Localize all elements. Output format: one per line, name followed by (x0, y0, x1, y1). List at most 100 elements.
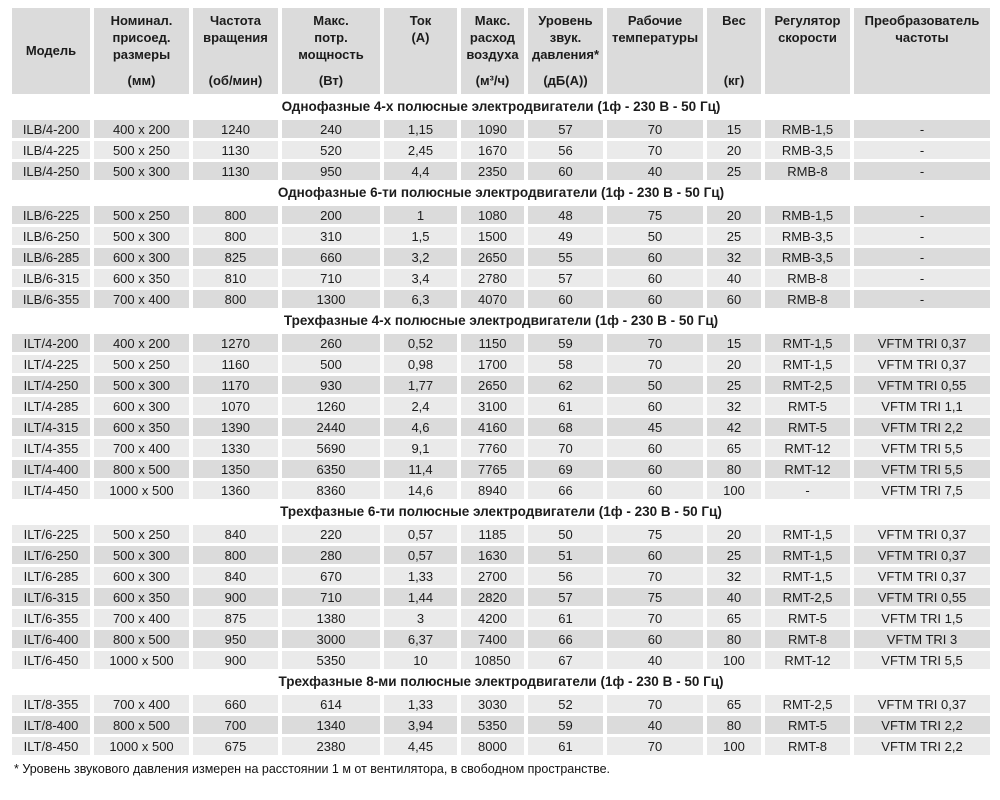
column-header-line: Частота (209, 13, 261, 28)
data-cell: 66 (528, 630, 603, 648)
data-cell: 800 x 500 (94, 460, 189, 478)
data-cell: 60 (707, 290, 761, 308)
data-cell: 220 (282, 525, 380, 543)
model-cell: ILT/6-450 (12, 651, 90, 669)
column-header-label: Частота вращения (203, 13, 268, 47)
data-cell: 1000 x 500 (94, 651, 189, 669)
data-cell: 60 (607, 439, 703, 457)
data-cell: 2650 (461, 248, 524, 266)
data-cell: 50 (607, 227, 703, 245)
model-cell: ILT/6-355 (12, 609, 90, 627)
data-cell: 70 (607, 334, 703, 352)
page: Модель Номинал. присоед. размеры (мм) Частота… (12, 8, 990, 776)
data-cell: 500 x 250 (94, 141, 189, 159)
model-cell: ILT/4-315 (12, 418, 90, 436)
column-header-line: Уровень (538, 13, 593, 28)
data-cell: 825 (193, 248, 278, 266)
data-cell: 40 (607, 651, 703, 669)
data-cell: 1090 (461, 120, 524, 138)
data-cell: 600 x 300 (94, 567, 189, 585)
data-cell: 4200 (461, 609, 524, 627)
data-cell: 600 x 350 (94, 588, 189, 606)
data-cell: 42 (707, 418, 761, 436)
column-header-label: Номинал. присоед. размеры (111, 13, 173, 64)
data-cell: 49 (528, 227, 603, 245)
data-cell: 2,4 (384, 397, 457, 415)
data-cell: 55 (528, 248, 603, 266)
data-cell: 800 (193, 290, 278, 308)
data-cell: 57 (528, 120, 603, 138)
data-cell: 6350 (282, 460, 380, 478)
data-cell: VFTM TRI 0,37 (854, 695, 990, 713)
data-cell: 0,57 (384, 546, 457, 564)
model-cell: ILB/6-285 (12, 248, 90, 266)
data-cell: 400 x 200 (94, 120, 189, 138)
column-header-label: Уровень звук. давления* (532, 13, 599, 64)
data-cell: 600 x 300 (94, 248, 189, 266)
data-cell: 675 (193, 737, 278, 755)
data-cell: 700 x 400 (94, 439, 189, 457)
footnote: * Уровень звукового давления измерен на … (14, 762, 611, 776)
column-header-unit: (мм) (127, 73, 156, 89)
column-header-unit: (м³/ч) (475, 73, 510, 89)
data-cell: 66 (528, 481, 603, 499)
data-cell: 48 (528, 206, 603, 224)
column-header-line: (А) (411, 29, 430, 45)
data-cell: 2700 (461, 567, 524, 585)
column-header-unit: (Вт) (318, 73, 344, 89)
data-cell: 75 (607, 588, 703, 606)
data-cell: 51 (528, 546, 603, 564)
data-cell: VFTM TRI 0,37 (854, 355, 990, 373)
data-cell: 1160 (193, 355, 278, 373)
data-cell: 2350 (461, 162, 524, 180)
data-cell: 1080 (461, 206, 524, 224)
data-cell: 800 (193, 546, 278, 564)
data-cell: 840 (193, 567, 278, 585)
data-cell: 400 x 200 (94, 334, 189, 352)
data-cell: 70 (607, 737, 703, 755)
data-cell: 70 (607, 141, 703, 159)
column-header-line: давления* (531, 46, 600, 62)
model-cell: ILT/8-355 (12, 695, 90, 713)
data-cell: 2380 (282, 737, 380, 755)
data-cell: VFTM TRI 3 (854, 630, 990, 648)
data-cell: 500 x 250 (94, 525, 189, 543)
data-cell: 500 x 300 (94, 162, 189, 180)
data-cell: 60 (607, 290, 703, 308)
column-header-unit: (кг) (723, 73, 745, 89)
column-header-label: Макс. потр. мощность (298, 13, 364, 64)
data-cell: 1300 (282, 290, 380, 308)
data-cell: 61 (528, 609, 603, 627)
column-header-2: Частота вращения (об/мин) (193, 8, 278, 94)
data-cell: RMT-2,5 (765, 376, 850, 394)
data-cell: 670 (282, 567, 380, 585)
data-cell: VFTM TRI 0,37 (854, 546, 990, 564)
data-cell: 1,33 (384, 695, 457, 713)
data-cell: 3030 (461, 695, 524, 713)
data-cell: 57 (528, 588, 603, 606)
model-cell: ILT/4-355 (12, 439, 90, 457)
data-cell: 240 (282, 120, 380, 138)
data-cell: 5690 (282, 439, 380, 457)
data-cell: 100 (707, 651, 761, 669)
data-cell: 3,94 (384, 716, 457, 734)
column-header-line: вращения (203, 29, 268, 45)
column-header-8: Вес (кг) (707, 8, 761, 94)
data-cell: 1000 x 500 (94, 737, 189, 755)
data-cell: 600 x 300 (94, 397, 189, 415)
model-cell: ILT/4-400 (12, 460, 90, 478)
data-cell: 500 x 300 (94, 546, 189, 564)
data-cell: 40 (607, 716, 703, 734)
data-cell: 260 (282, 334, 380, 352)
data-cell: 100 (707, 737, 761, 755)
data-cell: 100 (707, 481, 761, 499)
section-title-1: Однофазные 6-ти полюсные электродвигател… (12, 183, 990, 203)
column-header-line: Макс. (313, 13, 349, 28)
data-cell: 1,33 (384, 567, 457, 585)
data-cell: 800 (193, 206, 278, 224)
data-cell: 70 (607, 120, 703, 138)
data-cell: - (854, 120, 990, 138)
data-cell: RMT-5 (765, 418, 850, 436)
data-cell: 15 (707, 334, 761, 352)
data-cell: 3,2 (384, 248, 457, 266)
